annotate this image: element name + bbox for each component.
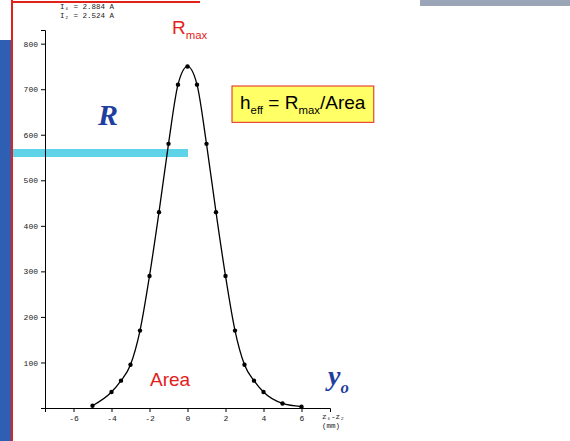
- text-part: max: [298, 104, 320, 116]
- data-point: [138, 328, 142, 332]
- text-part: h: [240, 92, 251, 113]
- x-tick-mark: [150, 408, 151, 412]
- y-tick-label: 800: [24, 40, 39, 49]
- x-tick-label: 0: [186, 414, 191, 423]
- x-tick-label: 2: [224, 414, 229, 423]
- x-tick: 2: [224, 408, 229, 423]
- y-tick-label: 100: [24, 359, 39, 368]
- y-tick-mark: [41, 271, 45, 272]
- data-point: [242, 363, 246, 367]
- y-tick-label: 600: [24, 131, 39, 140]
- y-tick-mark: [41, 180, 45, 181]
- data-point: [214, 210, 218, 214]
- y-axis-line: [41, 31, 46, 409]
- x-tick: 0: [186, 408, 191, 423]
- text-part: /Area: [320, 92, 366, 113]
- text-part: max: [186, 29, 208, 41]
- slide-band: [0, 40, 11, 441]
- y-tick: 600: [24, 131, 45, 140]
- x-tick-label: 4: [262, 414, 267, 423]
- formula-box: heff = Rmax/Area: [232, 86, 374, 122]
- data-point: [90, 404, 94, 408]
- text-part: y: [325, 360, 341, 391]
- x-axis-title-line: (mm): [322, 422, 340, 430]
- y-tick-mark: [41, 44, 45, 45]
- x-tick: 6: [300, 408, 305, 423]
- formula: heff = Rmax/Area: [240, 92, 366, 116]
- y-tick: 100: [24, 359, 45, 368]
- data-point: [299, 404, 303, 408]
- data-point: [204, 142, 208, 146]
- frame-left: [11, 0, 13, 441]
- text-part: eff: [251, 104, 264, 116]
- data-point: [195, 82, 199, 86]
- data-point: [119, 378, 123, 382]
- y-tick: 200: [24, 313, 45, 322]
- x-tick-mark: [226, 408, 227, 412]
- text-part: = R: [263, 92, 298, 113]
- note: I₁ = 2.884 A: [60, 3, 115, 11]
- y-tick: 400: [24, 222, 45, 231]
- x-tick-label: 6: [300, 414, 305, 423]
- x-tick: -2: [145, 408, 155, 423]
- note: I₂ = 2.524 A: [60, 12, 115, 20]
- text-part: Area: [150, 369, 191, 390]
- x-tick: -6: [69, 408, 79, 423]
- y-tick-mark: [41, 226, 45, 227]
- data-point: [233, 328, 237, 332]
- y-tick: 700: [24, 85, 45, 94]
- x-tick-mark: [188, 408, 189, 412]
- data-point: [109, 390, 113, 394]
- slide-strip: [420, 0, 570, 6]
- y-label: R: [97, 98, 118, 131]
- data-point: [157, 210, 161, 214]
- y-tick: 300: [24, 267, 45, 276]
- chart: -6 -4 -2 0 2 4 6 100 200 300 400 500 600 700 800 I₁ = 2…: [0, 0, 570, 441]
- data-point: [261, 390, 265, 394]
- data-point: [280, 401, 284, 405]
- data-point: [147, 274, 151, 278]
- text-part: o: [340, 378, 348, 397]
- x-tick-label: -2: [145, 414, 155, 423]
- peak-label: Rmax: [172, 17, 208, 41]
- text-part: R: [172, 17, 186, 38]
- y-tick-label: 500: [24, 176, 39, 185]
- y-axis: 100 200 300 400 500 600 700 800: [24, 31, 46, 409]
- x-tick-label: -6: [69, 414, 79, 423]
- x-tick-mark: [302, 408, 303, 412]
- area-label: Area: [150, 369, 191, 390]
- y-tick-label: 700: [24, 85, 39, 94]
- x-label: yo: [325, 360, 349, 397]
- y-tick-label: 200: [24, 313, 39, 322]
- x-tick-mark: [264, 408, 265, 412]
- y-tick-mark: [41, 89, 45, 90]
- y-tick: 500: [24, 176, 45, 185]
- formula-box-bg: [232, 86, 374, 122]
- data-point: [223, 274, 227, 278]
- x-tick: -4: [107, 408, 117, 423]
- x-tick-mark: [74, 408, 75, 412]
- y-tick-mark: [41, 362, 45, 363]
- x-axis-title: z₁-z₂(mm): [322, 413, 345, 430]
- y-tick-label: 400: [24, 222, 39, 231]
- cyan-bar: [13, 149, 188, 157]
- x-axis: -6 -4 -2 0 2 4 6: [46, 408, 331, 423]
- x-tick-mark: [112, 408, 113, 412]
- data-point: [252, 378, 256, 382]
- y-tick-mark: [41, 135, 45, 136]
- x-axis-line: [46, 409, 331, 413]
- data-point: [166, 142, 170, 146]
- y-tick-label: 300: [24, 267, 39, 276]
- y-tick: 800: [24, 40, 45, 49]
- x-tick: 4: [262, 408, 267, 423]
- x-axis-title-line: z₁-z₂: [322, 413, 345, 421]
- data-point: [185, 64, 189, 68]
- data-point: [128, 363, 132, 367]
- x-tick-label: -4: [107, 414, 117, 423]
- data-point: [176, 82, 180, 86]
- y-tick-mark: [41, 317, 45, 318]
